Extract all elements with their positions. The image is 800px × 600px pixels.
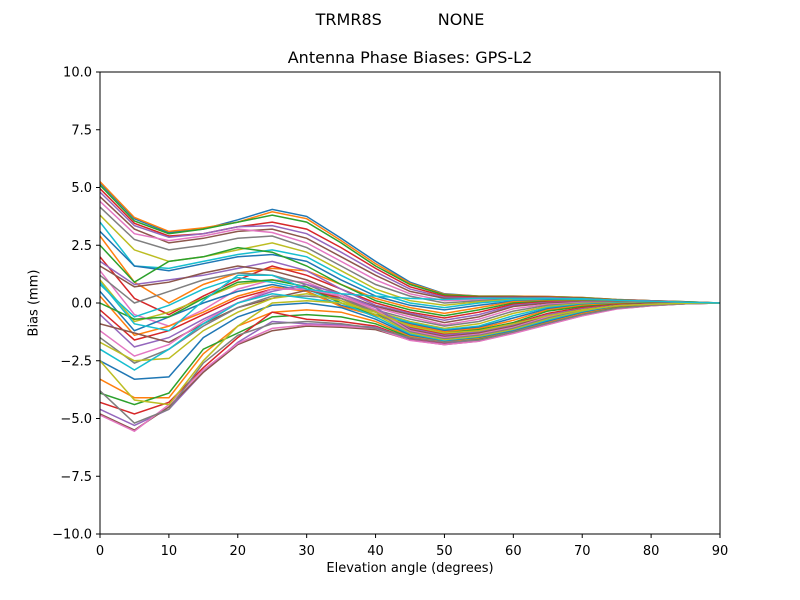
y-tick-label: −2.5 [60,354,92,369]
x-tick-label: 20 [230,544,247,559]
x-tick-label: 80 [643,544,660,559]
x-tick-label: 70 [574,544,591,559]
x-tick-label: 10 [161,544,178,559]
y-tick-label: 2.5 [71,239,92,254]
chart-title: Antenna Phase Biases: GPS-L2 [287,48,533,67]
series-line [100,188,720,304]
series-lines [100,181,720,433]
figure-suptitle: TRMR8S NONE [315,10,485,29]
series-line [100,274,720,332]
y-tick-label: −7.5 [60,470,92,485]
y-tick-label: −5.0 [60,412,92,427]
y-tick-label: 5.0 [71,181,92,196]
x-tick-label: 0 [96,544,104,559]
x-tick-label: 50 [436,544,453,559]
series-line [100,302,720,424]
y-axis-ticks: −10.0 −7.5 −5.0 −2.5 0.0 2.5 5.0 7.5 10.0 [52,66,100,543]
y-tick-label: 10.0 [63,66,92,81]
y-tick-label: −10.0 [52,528,92,543]
x-tick-label: 40 [367,544,384,559]
y-tick-label: 7.5 [71,123,92,138]
series-line [100,299,720,406]
series-line [100,184,720,304]
x-tick-label: 90 [712,544,729,559]
y-tick-label: 0.0 [71,297,92,312]
x-tick-label: 30 [298,544,315,559]
x-tick-label: 60 [505,544,522,559]
x-axis-ticks: 0 10 20 30 40 50 60 70 80 90 [96,534,728,559]
series-line [100,302,720,433]
x-axis-label: Elevation angle (degrees) [326,561,494,576]
series-line [100,302,720,406]
series-line [100,200,720,304]
